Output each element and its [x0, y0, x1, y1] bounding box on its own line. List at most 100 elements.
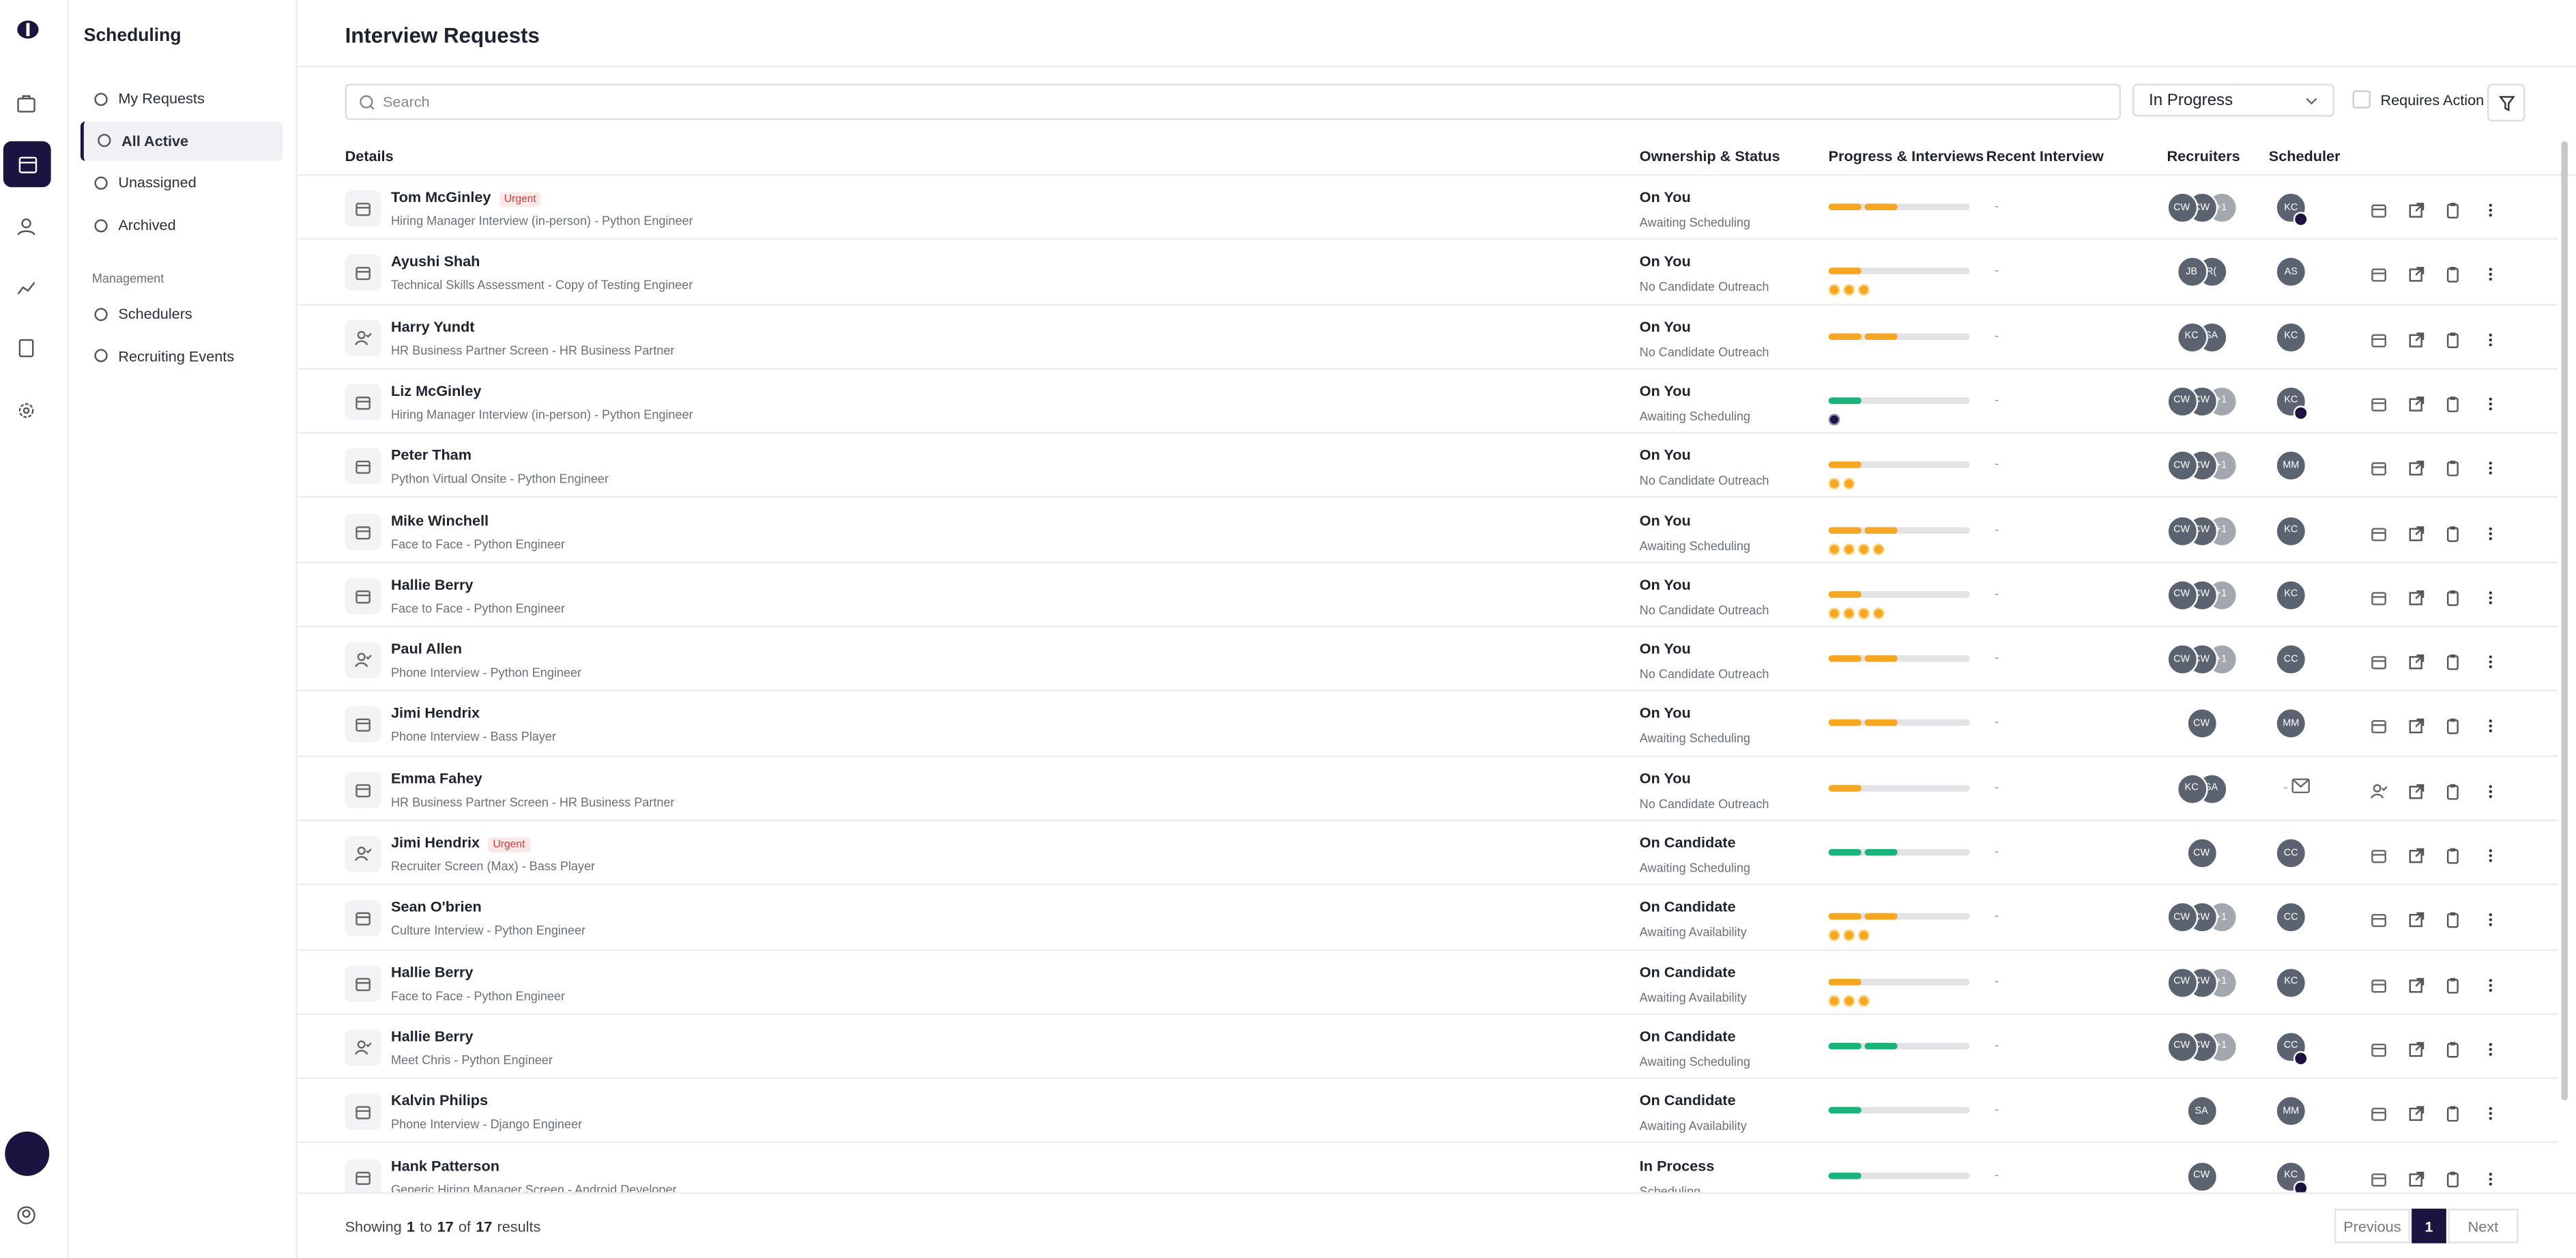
page-button[interactable]: Next — [2448, 1208, 2519, 1244]
table-row[interactable]: Kalvin Philips Phone Interview - Django E… — [297, 1079, 2558, 1144]
filter-button[interactable] — [2487, 83, 2526, 122]
row-action[interactable] — [2371, 649, 2387, 678]
row-action[interactable] — [2444, 649, 2461, 678]
nav-analytics[interactable] — [16, 278, 36, 298]
row-action[interactable] — [2444, 1100, 2461, 1130]
row-action[interactable] — [2371, 842, 2387, 872]
table-row[interactable]: Hank Patterson Generic Hiring Manager Scr… — [298, 1144, 2558, 1192]
nav-item[interactable]: My Requests — [81, 78, 283, 118]
row-action[interactable] — [2482, 1036, 2498, 1066]
status-dropdown[interactable]: In Progress — [2132, 83, 2335, 117]
row-action[interactable] — [2482, 584, 2498, 614]
row-action[interactable] — [2407, 390, 2424, 420]
table-row[interactable]: Hallie Berry Face to Face - Python Engine… — [297, 950, 2558, 1015]
row-action[interactable] — [2371, 390, 2387, 420]
table-row[interactable]: Peter Tham Python Virtual Onsite - Python… — [297, 434, 2558, 499]
row-action[interactable] — [2371, 1036, 2387, 1066]
page-button[interactable]: Previous — [2334, 1208, 2410, 1244]
row-action[interactable] — [2482, 197, 2498, 227]
table-row[interactable]: Tom McGinley Urgent Hiring Manager Intervi… — [297, 175, 2558, 240]
row-action[interactable] — [2371, 519, 2387, 549]
row-action[interactable] — [2407, 713, 2424, 743]
table-row[interactable]: Ayushi Shah Technical Skills Assessment -… — [297, 240, 2558, 305]
row-action[interactable] — [2482, 1165, 2498, 1192]
row-action[interactable] — [2444, 455, 2461, 485]
row-action[interactable] — [2482, 326, 2498, 356]
row-action[interactable] — [2407, 326, 2424, 356]
row-action[interactable] — [2407, 455, 2424, 485]
row-action[interactable] — [2482, 519, 2498, 549]
nav-item[interactable]: Recruiting Events — [81, 336, 283, 375]
table-row[interactable]: Jimi Hendrix Phone Interview - Bass Playe… — [297, 692, 2558, 757]
row-action[interactable] — [2407, 907, 2424, 937]
row-action[interactable] — [2482, 1100, 2498, 1130]
nav-scheduling[interactable] — [3, 141, 51, 188]
row-action[interactable] — [2444, 778, 2461, 807]
row-action[interactable] — [2371, 326, 2387, 356]
profile[interactable] — [16, 1205, 36, 1225]
row-action[interactable] — [2407, 842, 2424, 872]
row-action[interactable] — [2482, 907, 2498, 937]
search-box[interactable]: Search — [345, 83, 2122, 120]
scrollbar[interactable] — [2561, 141, 2568, 1101]
page-button[interactable]: 1 — [2412, 1208, 2446, 1244]
row-action[interactable] — [2482, 261, 2498, 291]
table-row[interactable]: Hallie Berry Face to Face - Python Engine… — [297, 563, 2558, 628]
row-action[interactable] — [2482, 455, 2498, 485]
row-action[interactable] — [2444, 197, 2461, 227]
row-action[interactable] — [2371, 584, 2387, 614]
row-action[interactable] — [2371, 778, 2388, 807]
table-row[interactable]: Mike Winchell Face to Face - Python Engin… — [297, 498, 2558, 563]
nav-item[interactable]: Unassigned — [81, 163, 283, 203]
table-row[interactable]: Hallie Berry Meet Chris - Python Engineer… — [297, 1015, 2558, 1080]
row-action[interactable] — [2407, 519, 2424, 549]
row-action[interactable] — [2407, 778, 2424, 807]
row-action[interactable] — [2371, 261, 2387, 291]
table-row[interactable]: Liz McGinley Hiring Manager Interview (in… — [297, 369, 2558, 434]
row-action[interactable] — [2482, 713, 2498, 743]
row-action[interactable] — [2407, 261, 2424, 291]
row-action[interactable] — [2407, 1036, 2424, 1066]
chat-button[interactable] — [5, 1131, 50, 1176]
row-action[interactable] — [2371, 907, 2387, 937]
nav-item[interactable]: Archived — [81, 205, 283, 245]
row-action[interactable] — [2407, 1165, 2424, 1192]
table-row[interactable]: Harry Yundt HR Business Partner Screen - … — [297, 305, 2558, 370]
row-action[interactable] — [2407, 197, 2424, 227]
row-action[interactable] — [2444, 842, 2461, 872]
nav-documents[interactable] — [16, 339, 36, 358]
row-action[interactable] — [2482, 778, 2498, 807]
row-action[interactable] — [2444, 326, 2461, 356]
table-row[interactable]: Emma Fahey HR Business Partner Screen - H… — [297, 756, 2558, 821]
row-action[interactable] — [2371, 713, 2387, 743]
row-action[interactable] — [2482, 842, 2498, 872]
nav-item[interactable]: Schedulers — [81, 294, 283, 334]
row-action[interactable] — [2444, 584, 2461, 614]
row-action[interactable] — [2407, 971, 2424, 1001]
row-action[interactable] — [2482, 390, 2498, 420]
row-action[interactable] — [2407, 649, 2424, 678]
row-action[interactable] — [2371, 1165, 2387, 1192]
row-action[interactable] — [2407, 584, 2424, 614]
row-action[interactable] — [2444, 907, 2461, 937]
row-action[interactable] — [2444, 1165, 2461, 1192]
row-action[interactable] — [2444, 713, 2461, 743]
row-action[interactable] — [2371, 455, 2387, 485]
row-action[interactable] — [2444, 261, 2461, 291]
row-action[interactable] — [2444, 1036, 2461, 1066]
row-action[interactable] — [2444, 519, 2461, 549]
requires-action[interactable]: Requires Action — [2352, 90, 2484, 109]
table-row[interactable]: Jimi Hendrix Urgent Recruiter Screen (Max)… — [297, 821, 2558, 886]
nav-jobs[interactable] — [16, 94, 36, 113]
row-action[interactable] — [2444, 390, 2461, 420]
nav-people[interactable] — [16, 217, 36, 237]
row-action[interactable] — [2371, 197, 2387, 227]
row-action[interactable] — [2371, 971, 2387, 1001]
nav-item[interactable]: All Active — [80, 121, 283, 161]
row-action[interactable] — [2444, 971, 2461, 1001]
row-action[interactable] — [2482, 971, 2498, 1001]
row-action[interactable] — [2482, 649, 2498, 678]
row-action[interactable] — [2407, 1100, 2424, 1130]
table-row[interactable]: Sean O'brien Culture Interview - Python E… — [297, 886, 2558, 951]
table-row[interactable]: Paul Allen Phone Interview - Python Engin… — [297, 627, 2558, 692]
